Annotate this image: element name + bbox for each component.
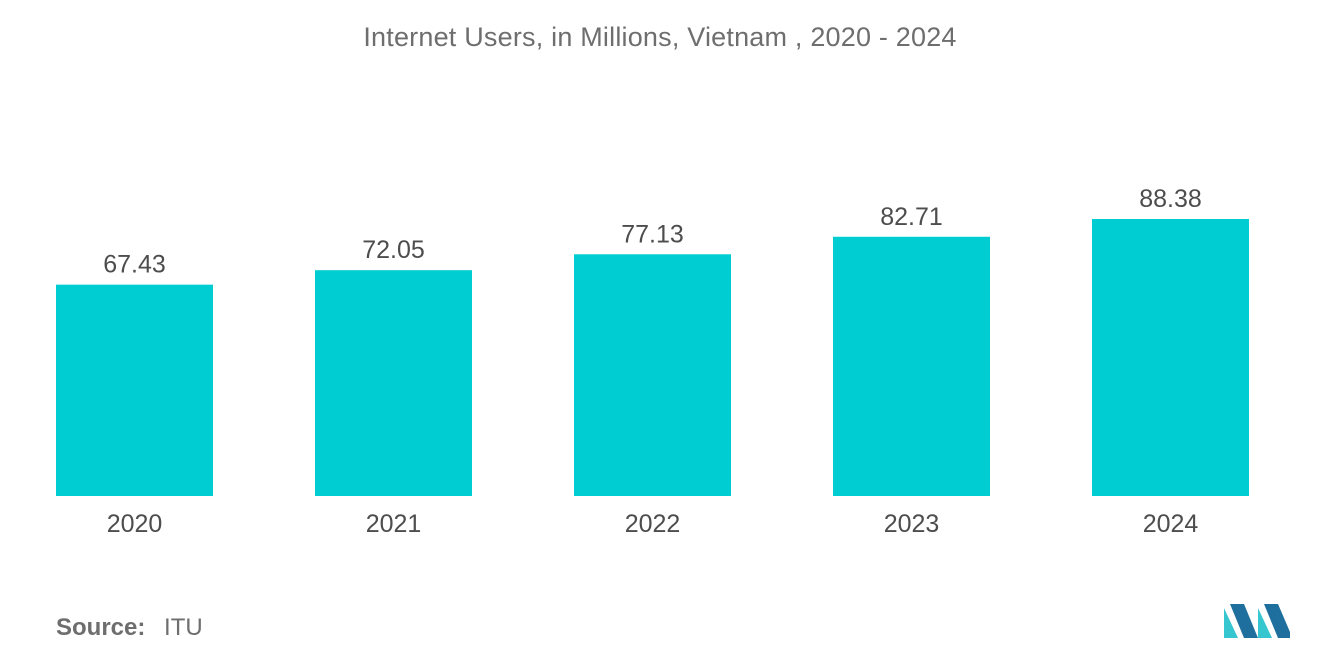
- data-label-2024: 88.38: [1139, 185, 1202, 213]
- mordor-intelligence-logo-icon: [1224, 604, 1290, 638]
- x-tick-label-2022: 2022: [625, 510, 681, 538]
- data-label-2023: 82.71: [880, 203, 943, 231]
- bar-2020: [56, 284, 213, 496]
- x-tick-label-2024: 2024: [1143, 510, 1199, 538]
- bar-chart: 67.43 2020 72.05 2021 77.13 2022 82.71 2023 88.3…: [56, 185, 1249, 538]
- x-tick-label-2021: 2021: [366, 510, 422, 538]
- bar-2022: [574, 254, 731, 496]
- data-label-2020: 67.43: [103, 251, 166, 279]
- bar-2024: [1092, 219, 1249, 496]
- data-label-2022: 77.13: [621, 220, 684, 248]
- x-tick-label-2023: 2023: [884, 510, 940, 538]
- data-label-2021: 72.05: [362, 236, 425, 264]
- bar-2021: [315, 270, 472, 496]
- x-tick-label-2020: 2020: [107, 510, 163, 538]
- source-value: ITU: [164, 614, 203, 641]
- source-note: Source: ITU: [56, 614, 203, 642]
- chart-title: Internet Users, in Millions, Vietnam , 2…: [363, 22, 957, 52]
- source-label: Source:: [56, 614, 146, 641]
- bar-2023: [833, 236, 990, 496]
